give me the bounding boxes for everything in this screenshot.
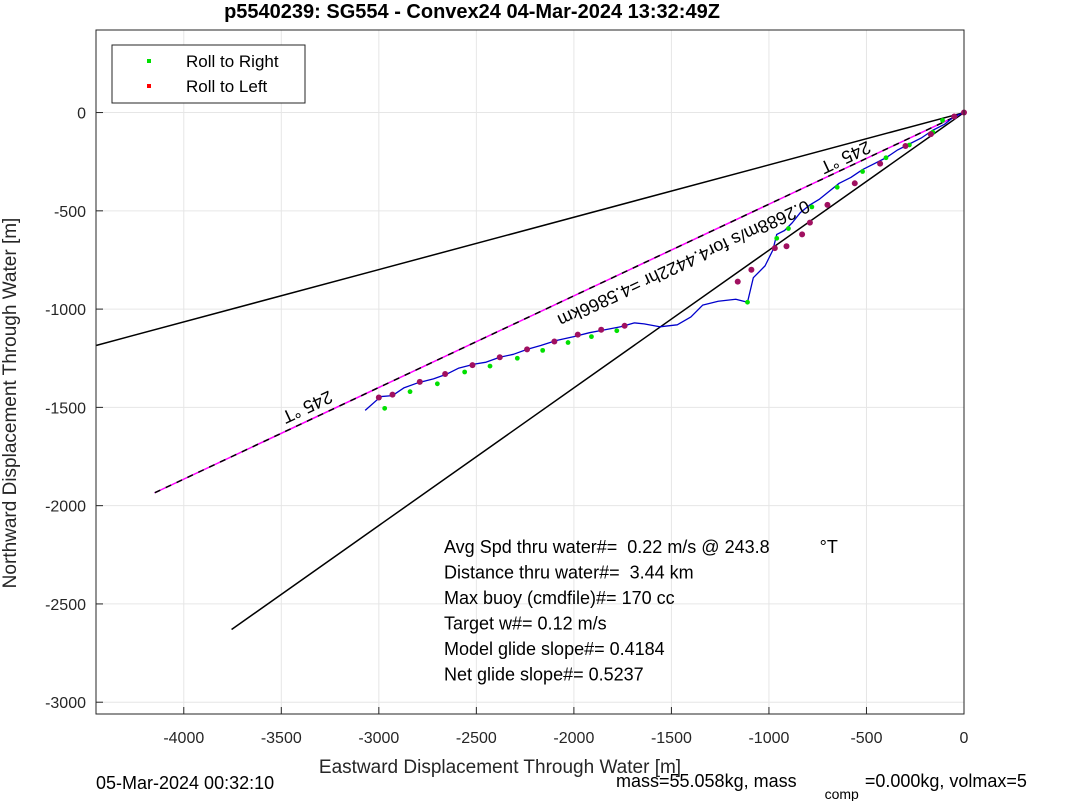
roll-right-point [487, 363, 493, 369]
roll-left-point [951, 113, 958, 120]
roll-right-point [589, 334, 594, 340]
y-tick-label: 0 [77, 106, 86, 123]
legend-box [111, 44, 306, 104]
info-line-5: Net glide slope#= 0.5237 [444, 665, 644, 685]
y-ticks: 0 -500 -1000 -1500 -2000 -2500 -3000 [45, 106, 103, 712]
roll-left-point [416, 378, 423, 385]
legend-marker-roll-right [147, 59, 151, 63]
track [364, 111, 965, 411]
roll-right-point [774, 235, 780, 241]
roll-right-point [860, 169, 865, 174]
x-tick-label: -3000 [358, 730, 399, 747]
plot-frame [95, 29, 965, 715]
info-box: Avg Spd thru water#= 0.22 m/s @ 243.8 °T… [444, 537, 838, 685]
y-tick-label: -500 [54, 204, 86, 221]
reference-line-dash-2 [154, 111, 965, 494]
info-line-3: Target w#= 0.12 m/s [444, 614, 607, 634]
x-tick-label: -2500 [456, 730, 497, 747]
roll-right-point [883, 155, 889, 161]
roll-left-point [496, 354, 503, 361]
roll-left-point [783, 243, 790, 250]
roll-right-point [745, 299, 750, 305]
roll-left-point [389, 391, 396, 398]
info-line-0: Avg Spd thru water#= 0.22 m/s @ 243.8 °T [444, 537, 838, 557]
roll-right-point [434, 381, 440, 387]
roll-left-point [598, 326, 605, 333]
roll-left-point [902, 142, 909, 149]
roll-left-point [799, 231, 806, 238]
footer-mass-subscript: comp [825, 786, 859, 801]
roll-right-point [382, 405, 388, 411]
x-ticks: -4000 -3500 -3000 -2500 -2000 -1500 -1000 -500 0 [163, 707, 969, 747]
roll-left-point [734, 278, 741, 285]
roll-left-point [748, 266, 755, 273]
roll-left-point [621, 322, 628, 329]
roll-right-point [809, 204, 815, 210]
footer-mass-text: mass=55.058kg, mass [616, 771, 797, 791]
footer-mass-tail: =0.000kg, volmax=5 [865, 771, 1027, 791]
legend-label-roll-left: Roll to Left [186, 77, 268, 96]
roll-left-point [375, 394, 382, 401]
roll-left-point [806, 219, 813, 226]
x-tick-label: -1000 [748, 730, 789, 747]
roll-left-point [469, 362, 476, 369]
x-tick-label: 0 [960, 730, 969, 747]
info-line-1: Distance thru water#= 3.44 km [444, 563, 694, 583]
legend: Roll to Right Roll to Left [111, 44, 306, 104]
y-tick-label: -3000 [45, 695, 86, 712]
roll-right-point [565, 340, 571, 345]
roll-right-point [614, 328, 620, 334]
roll-left-point [877, 160, 884, 167]
info-line-2: Max buoy (cmdfile)#= 170 cc [444, 588, 675, 608]
plot-background [96, 30, 964, 714]
x-tick-label: -1500 [651, 730, 692, 747]
footer-timestamp: 05-Mar-2024 00:32:10 [96, 773, 274, 793]
x-tick-label: -500 [850, 730, 882, 747]
roll-right-point [462, 369, 468, 375]
x-tick-label: -4000 [163, 730, 204, 747]
markers [375, 109, 967, 411]
track-line [364, 111, 965, 411]
roll-right-point [786, 226, 791, 231]
roll-left-point [574, 331, 581, 338]
roll-left-point [771, 245, 778, 252]
x-axis-label: Eastward Displacement Through Water [m] [319, 757, 681, 778]
roll-right-point [540, 347, 546, 353]
roll-left-point [524, 346, 531, 353]
reference-line-1 [231, 111, 965, 631]
y-tick-label: -2000 [45, 499, 86, 516]
x-tick-label: -2000 [553, 730, 594, 747]
roll-left-point [851, 180, 858, 187]
roll-right-point [514, 355, 520, 361]
y-tick-label: -1500 [45, 400, 86, 417]
roll-right-point [407, 389, 413, 395]
legend-marker-roll-left [147, 84, 151, 88]
roll-left-point [927, 131, 934, 138]
y-axis-label: Northward Displacement Through Water [m] [0, 218, 21, 589]
roll-left-point [442, 370, 449, 377]
reference-lines [95, 111, 965, 631]
x-tick-label: -3500 [261, 730, 302, 747]
chart-title: p5540239: SG554 - Convex24 04-Mar-2024 1… [224, 1, 720, 23]
reference-line-0 [95, 111, 965, 347]
grid [96, 30, 965, 714]
y-tick-label: -1000 [45, 302, 86, 319]
info-line-4: Model glide slope#= 0.4184 [444, 639, 665, 659]
roll-right-point [940, 118, 945, 123]
footer-mass: mass=55.058kg, mass comp =0.000kg, volmax=… [616, 771, 1027, 801]
roll-left-point [551, 338, 558, 345]
roll-right-point [834, 184, 840, 190]
legend-label-roll-right: Roll to Right [186, 52, 279, 71]
y-tick-label: -2500 [45, 597, 86, 614]
roll-left-point [824, 201, 831, 208]
